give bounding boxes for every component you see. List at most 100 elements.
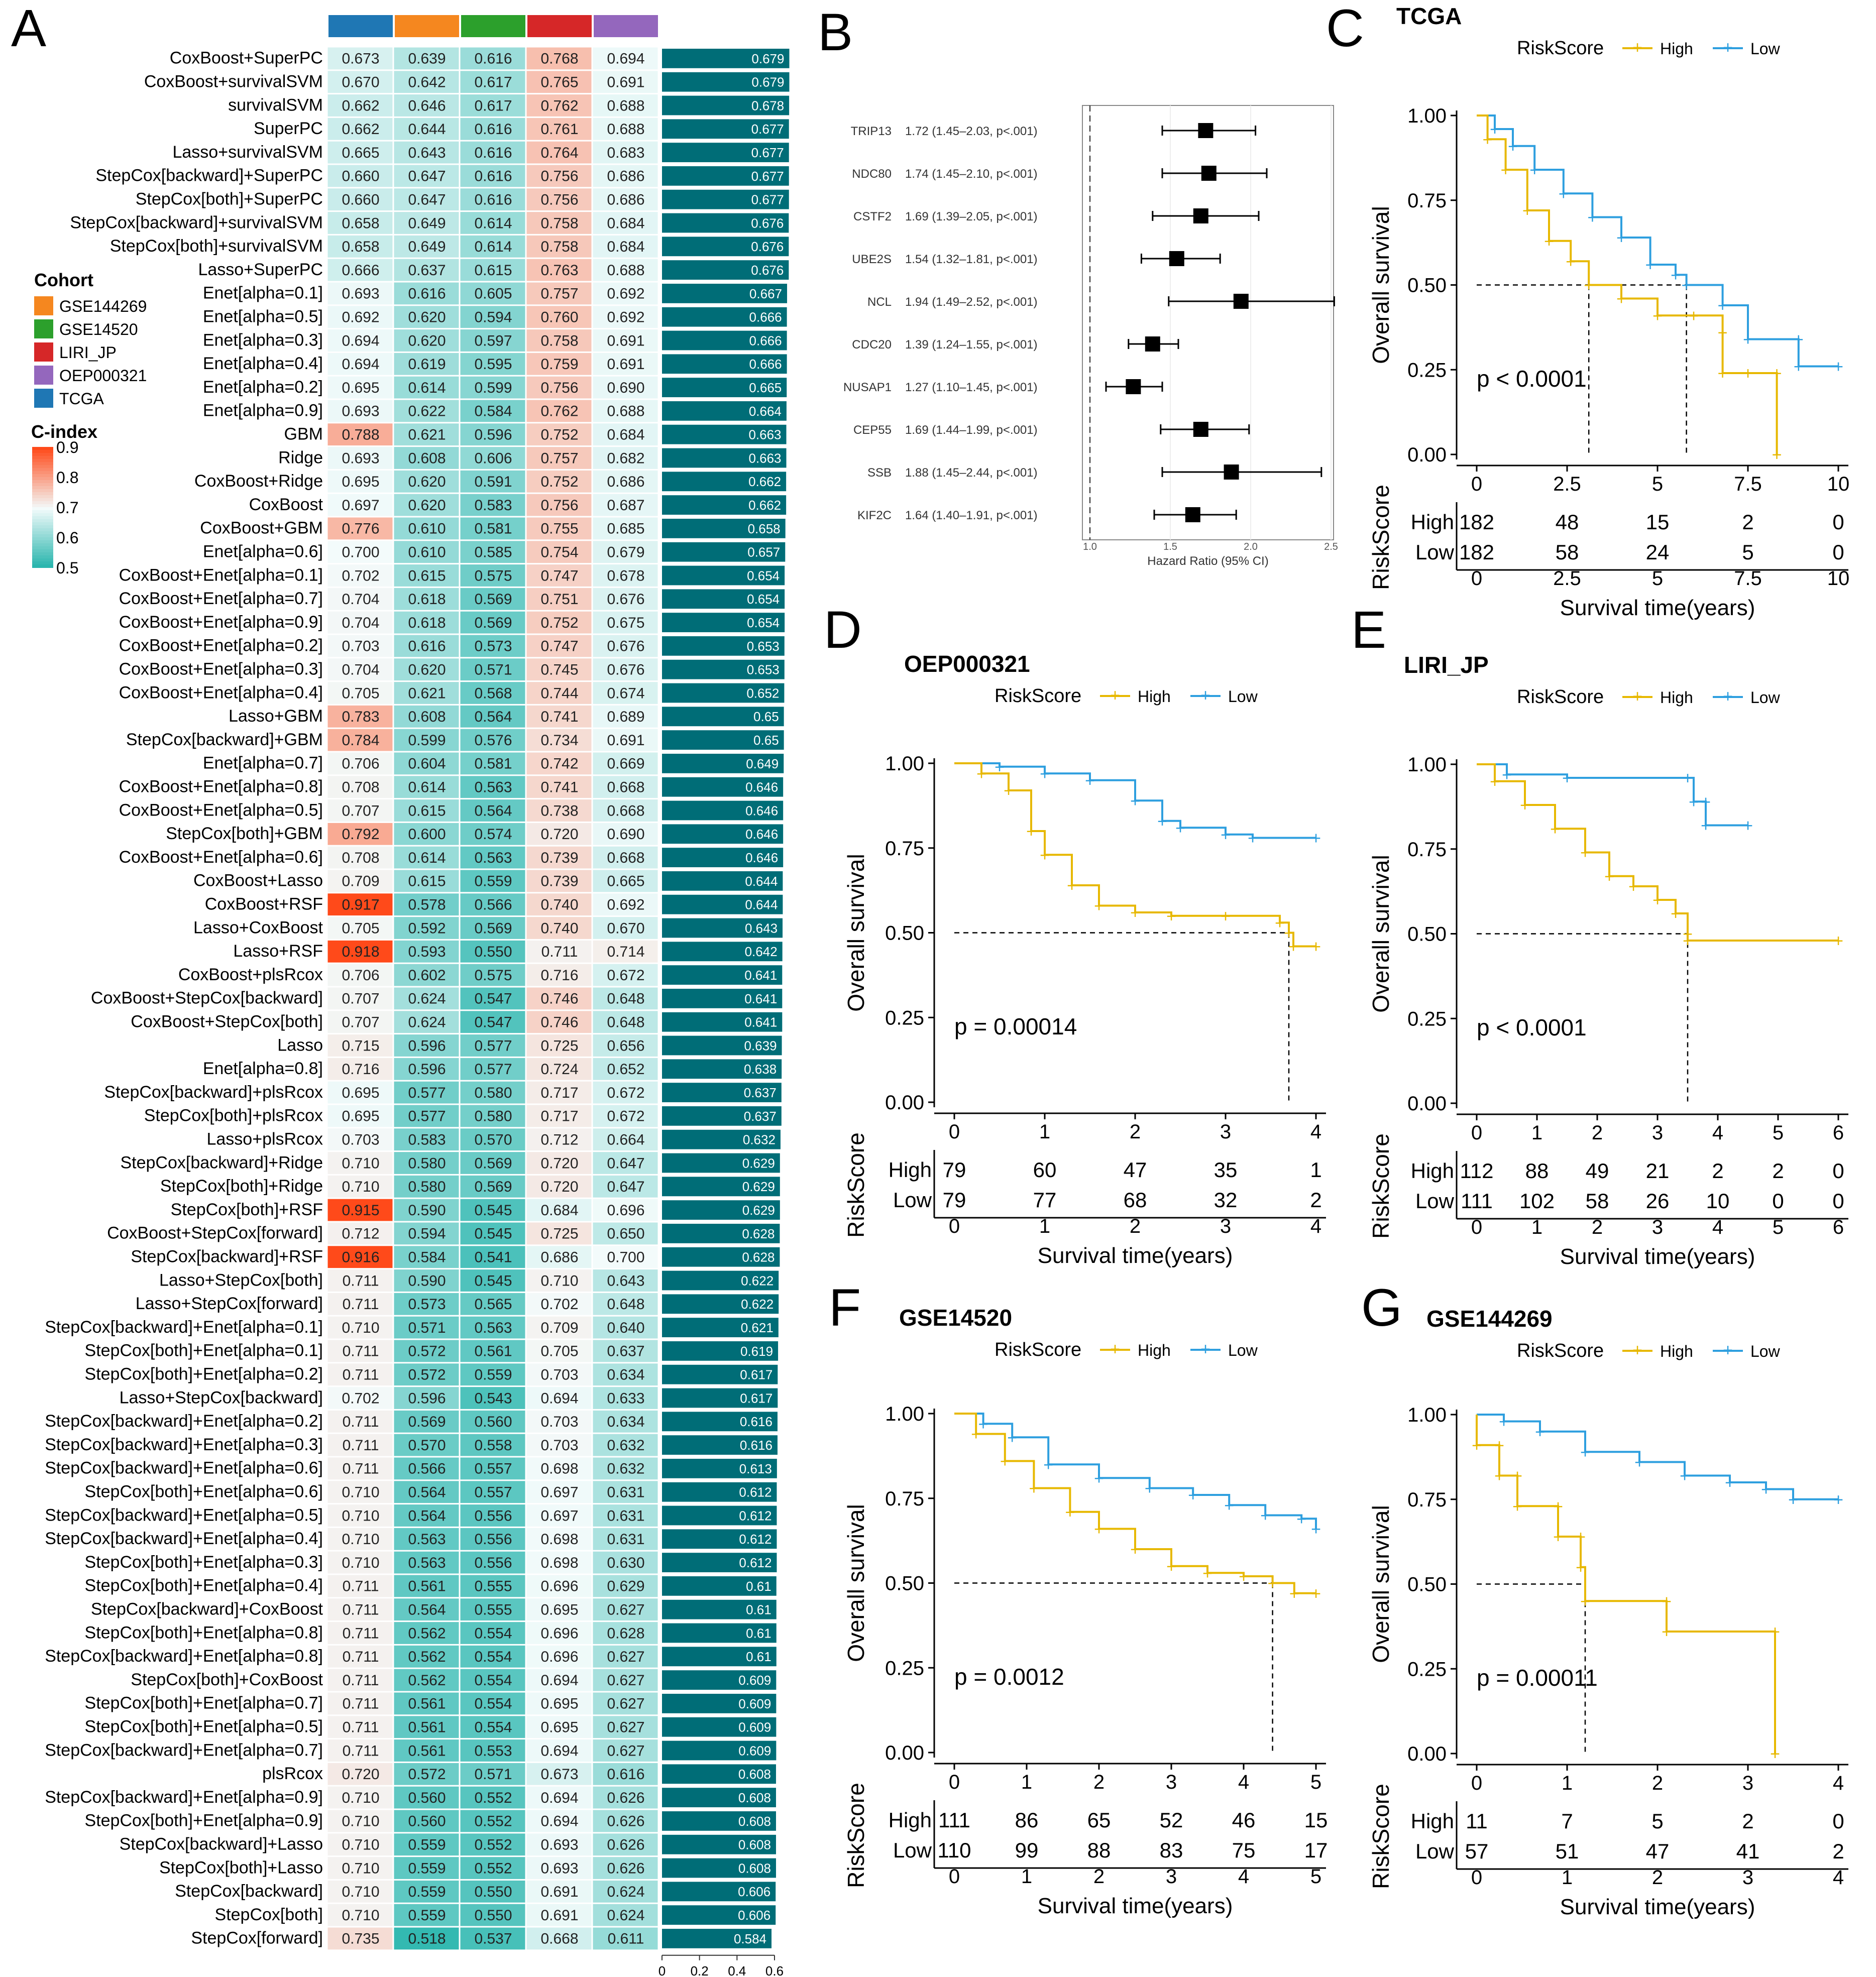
heatmap-cell bbox=[327, 1903, 393, 1927]
cindex-legend-title: C-index bbox=[31, 421, 97, 442]
risk-table-high-count: 49 bbox=[1586, 1159, 1609, 1183]
km-curve-low-censor-mark: + bbox=[1085, 771, 1095, 790]
km-curve-low-censor-mark: + bbox=[1794, 330, 1804, 350]
cindex-legend-gradient-step bbox=[32, 564, 53, 568]
forest-xtick-label: 1.0 bbox=[1083, 541, 1097, 552]
heatmap-cell bbox=[526, 658, 592, 681]
heatmap-cell bbox=[327, 329, 393, 352]
heatmap-cell-value: 0.691 bbox=[607, 332, 644, 349]
risk-table-low-count: 75 bbox=[1232, 1838, 1256, 1862]
risk-table-x-tick-label: 2 bbox=[1130, 1215, 1141, 1237]
risk-table-high-count: 2 bbox=[1772, 1159, 1784, 1183]
risk-table-low-count: 0 bbox=[1772, 1189, 1784, 1213]
mean-bar bbox=[662, 918, 783, 938]
mean-bar bbox=[662, 354, 787, 374]
heatmap-cell-value: 0.693 bbox=[540, 1836, 578, 1853]
heatmap-cell bbox=[393, 1927, 460, 1950]
heatmap-cell-value: 0.694 bbox=[342, 356, 379, 373]
heatmap-cell bbox=[460, 1621, 526, 1645]
heatmap-cell-value: 0.916 bbox=[342, 1249, 379, 1265]
heatmap-cell bbox=[393, 164, 460, 188]
km-curve-low-censor-mark: + bbox=[1535, 1423, 1545, 1442]
km-x-tick-label: 5 bbox=[1652, 473, 1663, 495]
mean-bar bbox=[662, 189, 789, 209]
panel-letter-f: F bbox=[829, 1278, 861, 1337]
heatmap-cell-value: 0.702 bbox=[540, 1296, 578, 1313]
heatmap-cell bbox=[460, 1927, 526, 1950]
heatmap-cell bbox=[393, 1081, 460, 1104]
heatmap-cell bbox=[327, 446, 393, 470]
heatmap-cell-value: 0.571 bbox=[408, 1320, 446, 1336]
heatmap-cell-value: 0.518 bbox=[408, 1931, 446, 1947]
heatmap-cell-value: 0.711 bbox=[343, 1719, 379, 1735]
heatmap-cell-value: 0.583 bbox=[408, 1131, 446, 1148]
km-curve-high-censor-mark: + bbox=[1743, 364, 1753, 383]
forest-hr-label: 1.69 (1.44–1.99, p<.001) bbox=[905, 423, 1038, 437]
mean-bar bbox=[662, 284, 788, 303]
km-legend-low-label: Low bbox=[1750, 688, 1781, 707]
mean-bar bbox=[662, 307, 787, 327]
km-curve-high-censor-mark: + bbox=[1580, 844, 1590, 863]
mean-bar-label: 0.677 bbox=[751, 145, 784, 160]
heatmap-cell bbox=[327, 822, 393, 846]
heatmap-cell-value: 0.665 bbox=[607, 873, 644, 890]
heatmap-cell-value: 0.575 bbox=[474, 967, 512, 984]
heatmap-cell-value: 0.637 bbox=[408, 262, 446, 279]
cindex-legend-gradient-step bbox=[32, 522, 53, 526]
heatmap-cell bbox=[592, 1668, 658, 1692]
heatmap-cell-value: 0.716 bbox=[540, 967, 578, 984]
heatmap-cell-value: 0.711 bbox=[343, 1272, 379, 1289]
mean-bar-label: 0.61 bbox=[746, 1625, 771, 1641]
heatmap-cell-value: 0.555 bbox=[474, 1578, 512, 1595]
heatmap-cell bbox=[327, 916, 393, 940]
heatmap-cell-value: 0.563 bbox=[474, 850, 512, 866]
heatmap-cell bbox=[592, 1762, 658, 1786]
row-label: Lasso+StepCox[backward] bbox=[120, 1388, 323, 1407]
heatmap-cell bbox=[327, 376, 393, 399]
km-curve-low bbox=[954, 1413, 1317, 1529]
row-label: Enet[alpha=0.9] bbox=[203, 401, 323, 420]
heatmap-cell-value: 0.554 bbox=[474, 1696, 512, 1712]
km-curve-low-censor-mark: + bbox=[1743, 817, 1753, 836]
risk-table-high-count: 46 bbox=[1232, 1808, 1256, 1832]
heatmap-cell bbox=[526, 1527, 592, 1551]
heatmap-cell bbox=[526, 188, 592, 211]
heatmap-cell-value: 0.575 bbox=[474, 567, 512, 584]
heatmap-cell bbox=[327, 1574, 393, 1598]
heatmap-cell bbox=[592, 869, 658, 893]
heatmap-cell-value: 0.594 bbox=[408, 1226, 446, 1242]
km-title: GSE14520 bbox=[899, 1305, 1012, 1331]
heatmap-cell bbox=[327, 540, 393, 564]
mean-bar-label: 0.609 bbox=[738, 1673, 771, 1688]
heatmap-cell-value: 0.757 bbox=[540, 450, 578, 467]
km-curve-high-censor-mark: + bbox=[976, 764, 986, 783]
heatmap-cell bbox=[526, 1198, 592, 1222]
heatmap-cell bbox=[393, 1856, 460, 1880]
heatmap-cell-value: 0.711 bbox=[343, 1649, 379, 1665]
heatmap-cell-value: 0.604 bbox=[408, 756, 446, 772]
mean-bar bbox=[662, 1834, 776, 1854]
heatmap-cell-value: 0.693 bbox=[342, 450, 379, 467]
mean-bar bbox=[662, 260, 789, 280]
heatmap-cell bbox=[526, 399, 592, 423]
heatmap-cell-value: 0.691 bbox=[540, 1907, 578, 1924]
km-curve-low-censor-mark: + bbox=[1833, 358, 1843, 377]
km-x-tick-label: 4 bbox=[1238, 1771, 1249, 1793]
heatmap-cell bbox=[327, 70, 393, 94]
mean-bar-label: 0.666 bbox=[749, 310, 782, 325]
heatmap-cell bbox=[393, 117, 460, 141]
heatmap-cell bbox=[460, 752, 526, 775]
km-curve-high bbox=[954, 1413, 1316, 1594]
heatmap-cell bbox=[526, 1856, 592, 1880]
km-title: LIRI_JP bbox=[1404, 652, 1489, 678]
heatmap-cell-value: 0.694 bbox=[540, 1672, 578, 1689]
heatmap-cell bbox=[460, 1833, 526, 1856]
heatmap-cell bbox=[327, 94, 393, 117]
mean-bar-label: 0.617 bbox=[740, 1367, 773, 1382]
heatmap-cell-value: 0.631 bbox=[607, 1507, 644, 1524]
heatmap-cell-value: 0.583 bbox=[474, 497, 512, 514]
mean-bar-label: 0.653 bbox=[747, 639, 780, 654]
risk-table-x-tick-label: 4 bbox=[1833, 1867, 1844, 1889]
heatmap-cell bbox=[327, 423, 393, 446]
heatmap-cell bbox=[393, 1245, 460, 1269]
